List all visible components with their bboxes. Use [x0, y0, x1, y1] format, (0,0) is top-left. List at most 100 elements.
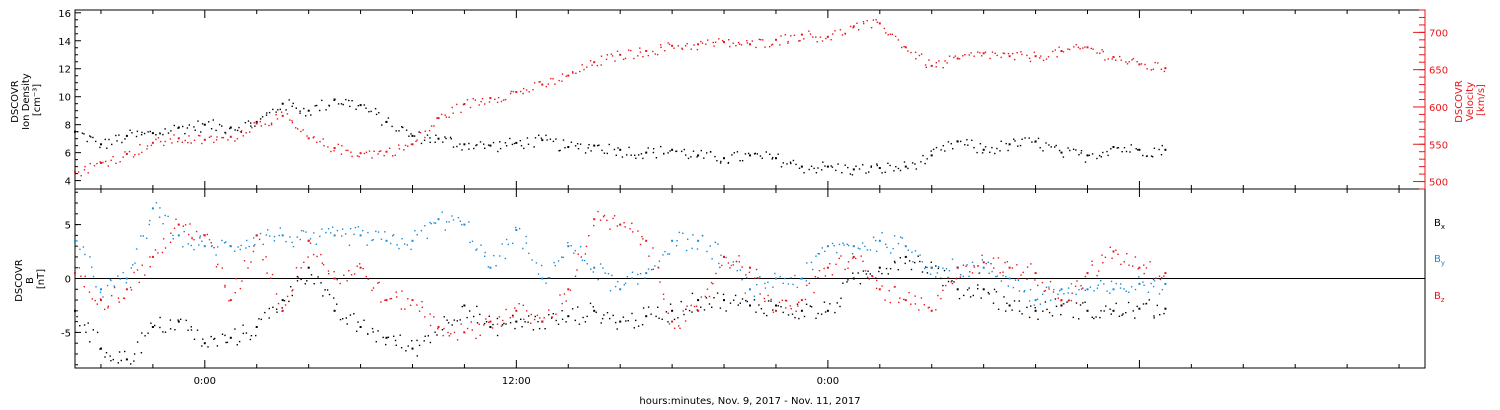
bz-series-trace-dot — [1049, 280, 1052, 283]
ion-density-series-point — [463, 143, 466, 146]
ion-density-series-trace-dot — [558, 150, 560, 152]
bz-series-trace-dot — [561, 302, 563, 305]
ion-density-series-trace-dot — [173, 124, 175, 127]
by-series-trace-dot — [366, 244, 368, 246]
by-series-trace-dot — [476, 248, 478, 250]
velocity-series-trace-dot — [1096, 52, 1098, 54]
velocity-series-trace-dot — [157, 137, 160, 139]
ion-density-series-trace-dot — [667, 152, 669, 154]
bx-series-trace-dot — [763, 312, 765, 315]
velocity-series-trace-dot — [213, 141, 215, 144]
bz-series-trace-dot — [959, 276, 962, 278]
bz-series-trace-dot — [530, 322, 532, 324]
ion-density-series-trace-dot — [570, 141, 573, 143]
velocity-series-trace-dot — [1157, 62, 1159, 64]
ion-density-series-trace-dot — [1005, 142, 1007, 145]
by-series-trace-dot — [79, 248, 81, 251]
bz-series-trace-dot — [876, 279, 878, 282]
bx-series-trace-dot — [780, 306, 782, 308]
by-series-trace-dot — [300, 229, 303, 232]
by-series-trace-dot — [553, 261, 555, 264]
bx-series-trace-dot — [1072, 316, 1074, 319]
ion-density-series-trace-dot — [349, 105, 351, 108]
ion-density-series-trace-dot — [821, 169, 823, 171]
ion-density-series-trace-dot — [136, 130, 139, 133]
by-series-trace-dot — [296, 236, 298, 238]
by-series-trace-dot — [285, 240, 287, 243]
velocity-series-trace-dot — [227, 139, 229, 141]
ion-density-series-trace-dot — [143, 132, 146, 135]
bx-series-trace-dot — [637, 325, 640, 327]
velocity-series-trace-dot — [201, 142, 203, 145]
bx-series-trace-dot — [1105, 305, 1107, 307]
bx-series-trace-dot — [196, 329, 199, 331]
bx-series-trace-dot — [719, 307, 722, 309]
ion-density-series-trace-dot — [714, 155, 716, 158]
bz-series-trace-dot — [161, 251, 164, 254]
bx-series-trace-dot — [767, 300, 770, 302]
by-series-trace-dot — [767, 281, 769, 283]
by-series-trace-dot — [1120, 283, 1122, 285]
by-series-trace-dot — [794, 274, 796, 277]
by-series-trace-dot — [309, 238, 312, 240]
velocity-series-trace-dot — [163, 144, 165, 147]
bz-series-trace-dot — [798, 301, 800, 303]
bz-series-trace-dot — [533, 318, 536, 321]
ion-density-series-trace-dot — [813, 167, 815, 170]
bz-series-trace-dot — [814, 276, 817, 278]
bx-series-trace-dot — [283, 300, 286, 302]
bz-series-trace-dot — [673, 327, 676, 329]
by-series-trace-dot — [675, 245, 678, 247]
by-series-trace-dot — [190, 244, 192, 247]
bz-series-trace-dot — [574, 275, 577, 277]
by-series-point — [541, 277, 544, 280]
by-series-trace-dot — [557, 260, 560, 262]
bx-series-trace-dot — [869, 273, 871, 275]
bz-series-trace-dot — [1123, 261, 1125, 263]
bx-series-trace-dot — [112, 358, 114, 361]
x-tick-label: 0:00 — [194, 376, 216, 387]
bx-series-trace-dot — [190, 326, 192, 328]
bx-series-trace-dot — [346, 323, 348, 325]
velocity-series-trace-dot — [1154, 61, 1156, 64]
bz-series-point — [74, 272, 76, 275]
by-series-trace-dot — [1002, 274, 1004, 277]
velocity-series-trace-dot — [497, 96, 500, 99]
top-left-tick-label: 12 — [58, 65, 71, 76]
ion-density-series-trace-dot — [99, 146, 101, 149]
velocity-series-trace-dot — [561, 80, 563, 82]
velocity-series-trace-dot — [496, 101, 499, 104]
velocity-series-trace-dot — [84, 165, 86, 168]
by-series-trace-dot — [570, 245, 572, 247]
bx-series-trace-dot — [574, 319, 576, 322]
bz-series-trace-dot — [978, 272, 981, 274]
ion-density-series-trace-dot — [1000, 140, 1002, 142]
bx-series-trace-dot — [852, 272, 854, 274]
velocity-series-trace-dot — [942, 67, 944, 69]
bz-series-point — [359, 266, 362, 269]
bx-series-trace-dot — [777, 305, 779, 307]
by-series-trace-dot — [372, 239, 374, 241]
legend-bx: Bx — [1434, 218, 1445, 231]
ion-density-series-point — [411, 134, 414, 137]
ion-density-series-trace-dot — [798, 167, 801, 169]
bz-series-trace-dot — [129, 286, 132, 289]
ion-density-series-trace-dot — [325, 109, 327, 111]
bx-series-trace-dot — [824, 311, 827, 313]
by-series-trace-dot — [960, 274, 962, 276]
bx-series-trace-dot — [193, 338, 196, 340]
bx-series-trace-dot — [914, 261, 916, 264]
by-series-trace-dot — [367, 231, 369, 234]
bz-series-trace-dot — [894, 286, 896, 288]
ion-density-series-trace-dot — [459, 143, 461, 145]
by-series-trace-dot — [117, 275, 119, 277]
by-series-trace-dot — [434, 222, 437, 224]
bz-series-trace-dot — [899, 297, 901, 299]
velocity-series-trace-dot — [808, 30, 810, 32]
velocity-series-trace-dot — [188, 135, 190, 137]
by-series-trace-dot — [273, 240, 276, 242]
by-series-trace-dot — [732, 261, 734, 263]
velocity-series-trace-dot — [852, 27, 854, 29]
by-series-trace-dot — [987, 261, 989, 263]
velocity-series-trace-dot — [954, 55, 957, 57]
